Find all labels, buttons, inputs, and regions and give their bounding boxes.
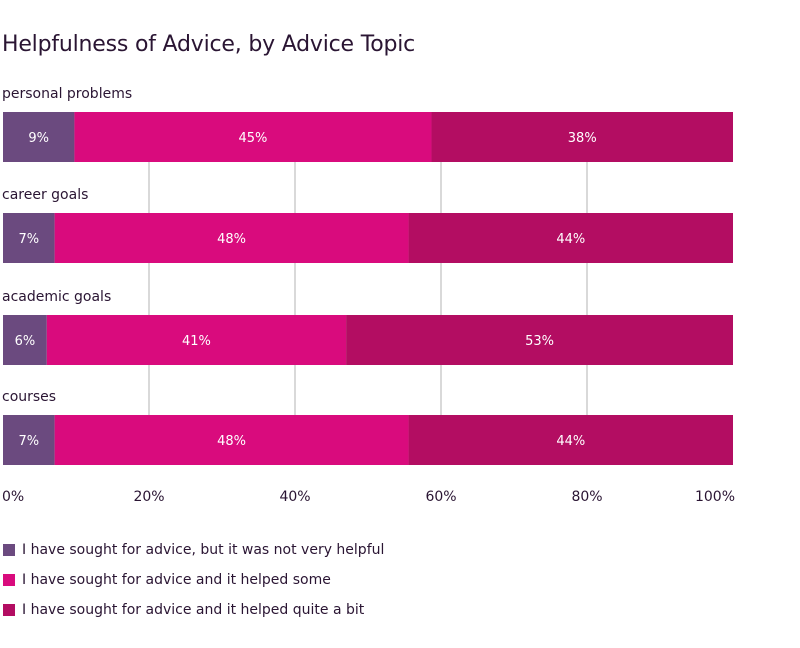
x-tick-label: 60%	[425, 489, 456, 505]
bar-segment	[408, 213, 733, 263]
legend-swatch-not-helpful	[3, 544, 15, 556]
legend-item-helped-some: I have sought for advice and it helped s…	[3, 565, 384, 595]
bar-segment	[408, 415, 733, 465]
data-label: 48%	[217, 434, 246, 449]
data-label: 6%	[15, 334, 36, 349]
stacked-bar-chart: personal problems 9% 45% 38% career goals 7% 4…	[2, 86, 735, 505]
chart-title: Helpfulness of Advice, by Advice Topic	[2, 32, 416, 57]
bar-segment	[346, 315, 733, 365]
data-label: 9%	[28, 131, 49, 146]
legend-label-helped-quite-a-bit: I have sought for advice and it helped q…	[22, 602, 365, 618]
bar-segment	[54, 213, 409, 263]
x-tick-label: 20%	[133, 489, 164, 505]
bar-segment	[431, 112, 733, 162]
bar-segment	[46, 315, 347, 365]
bar-segment	[3, 415, 55, 465]
legend-item-not-helpful: I have sought for advice, but it was not…	[3, 535, 384, 565]
data-label: 38%	[568, 131, 597, 146]
bar-segment	[3, 213, 55, 263]
data-label: 53%	[525, 334, 554, 349]
bar-segment	[54, 415, 409, 465]
data-label: 48%	[217, 232, 246, 247]
legend-item-helped-quite-a-bit: I have sought for advice and it helped q…	[3, 595, 384, 625]
category-label: personal problems	[2, 86, 132, 102]
legend-swatch-helped-quite-a-bit	[3, 604, 15, 616]
category-label: career goals	[2, 187, 88, 203]
legend-label-not-helpful: I have sought for advice, but it was not…	[22, 542, 385, 558]
legend-label-helped-some: I have sought for advice and it helped s…	[22, 572, 331, 588]
data-label: 7%	[18, 434, 39, 449]
bar-segment	[3, 315, 47, 365]
legend-swatch-helped-some	[3, 574, 15, 586]
legend: I have sought for advice, but it was not…	[3, 535, 384, 625]
x-tick-label: 100%	[695, 489, 735, 505]
data-label: 45%	[238, 131, 267, 146]
bar-segment	[74, 112, 432, 162]
data-label: 7%	[18, 232, 39, 247]
data-label: 44%	[556, 434, 585, 449]
category-label: courses	[2, 389, 56, 405]
data-label: 44%	[556, 232, 585, 247]
x-tick-label: 80%	[571, 489, 602, 505]
bar-segment	[3, 112, 75, 162]
category-label: academic goals	[2, 289, 111, 305]
x-tick-label: 0%	[2, 489, 24, 505]
x-tick-label: 40%	[279, 489, 310, 505]
data-label: 41%	[182, 334, 211, 349]
